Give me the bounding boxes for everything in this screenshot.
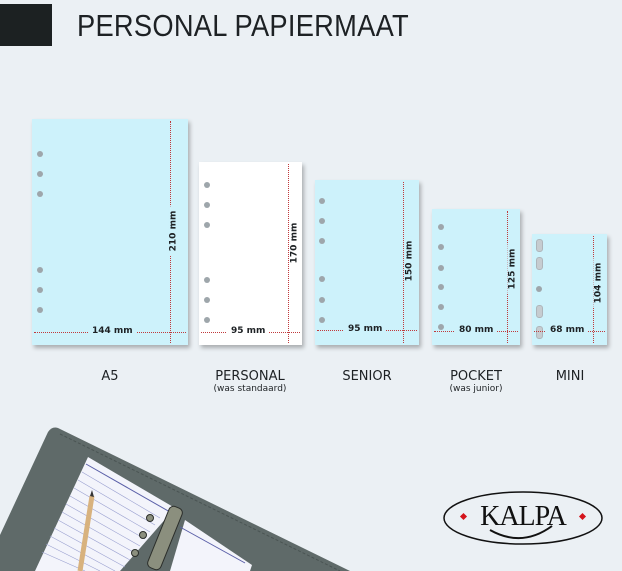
punch-hole xyxy=(204,297,210,303)
punch-hole xyxy=(37,171,43,177)
punch-hole xyxy=(319,238,325,244)
punch-slot xyxy=(536,239,543,252)
size-subtitle: (was standaard) xyxy=(213,384,287,394)
punch-hole xyxy=(536,286,542,292)
logo-text: KALPA xyxy=(480,501,567,532)
punch-hole xyxy=(204,222,210,228)
punch-hole xyxy=(438,265,444,271)
punch-hole xyxy=(438,244,444,250)
height-label: 210 mm xyxy=(168,206,179,256)
punch-hole xyxy=(438,224,444,230)
punch-slot xyxy=(536,305,543,318)
punch-hole xyxy=(37,287,43,293)
size-name: PERSONAL xyxy=(215,369,285,384)
size-name: SENIOR xyxy=(342,369,392,384)
punch-hole xyxy=(204,277,210,283)
sheet-senior: 95 mm 150 mm xyxy=(315,180,419,345)
punch-hole xyxy=(37,307,43,313)
page-title: PERSONAL PAPIERMAAT xyxy=(77,8,409,43)
punch-hole xyxy=(319,317,325,323)
punch-hole xyxy=(319,297,325,303)
punch-slot xyxy=(536,326,543,339)
width-label: 80 mm xyxy=(455,325,498,335)
punch-hole xyxy=(37,191,43,197)
sheet-personal: 95 mm 170 mm xyxy=(199,162,302,345)
sheet-a5: 144 mm 210 mm xyxy=(32,119,188,345)
notebook-page-left xyxy=(35,457,175,571)
punch-hole xyxy=(204,182,210,188)
pencil xyxy=(77,490,95,571)
punch-hole xyxy=(204,202,210,208)
sheet-mini: 68 mm 104 mm xyxy=(532,234,607,345)
punch-hole xyxy=(37,267,43,273)
height-dimension-line xyxy=(288,164,289,343)
width-label: 68 mm xyxy=(546,325,589,335)
kalpa-logo: KALPA xyxy=(442,490,604,546)
punch-hole xyxy=(438,324,444,330)
punch-hole xyxy=(319,276,325,282)
height-label: 170 mm xyxy=(289,218,300,268)
punch-hole xyxy=(319,198,325,204)
punch-hole xyxy=(438,304,444,310)
height-label: 125 mm xyxy=(507,244,518,294)
height-label: 104 mm xyxy=(593,258,604,308)
punch-slot xyxy=(536,257,543,270)
punch-hole xyxy=(204,317,210,323)
sheet-pocket: 80 mm 125 mm xyxy=(432,209,520,345)
size-name: POCKET xyxy=(450,369,502,384)
punch-hole xyxy=(438,284,444,290)
organizer-illustration xyxy=(0,427,350,571)
width-label: 144 mm xyxy=(88,326,137,336)
height-label: 150 mm xyxy=(404,236,415,286)
size-name: MINI xyxy=(555,369,585,384)
width-label: 95 mm xyxy=(227,326,270,336)
size-subtitle: (was junior) xyxy=(449,384,503,394)
binder-rings xyxy=(131,505,183,571)
header-block xyxy=(0,4,52,46)
punch-hole xyxy=(319,218,325,224)
width-label: 95 mm xyxy=(344,324,387,334)
height-dimension-line xyxy=(403,182,404,343)
size-name: A5 xyxy=(101,369,119,384)
notebook-page-right xyxy=(170,520,252,571)
punch-hole xyxy=(37,151,43,157)
